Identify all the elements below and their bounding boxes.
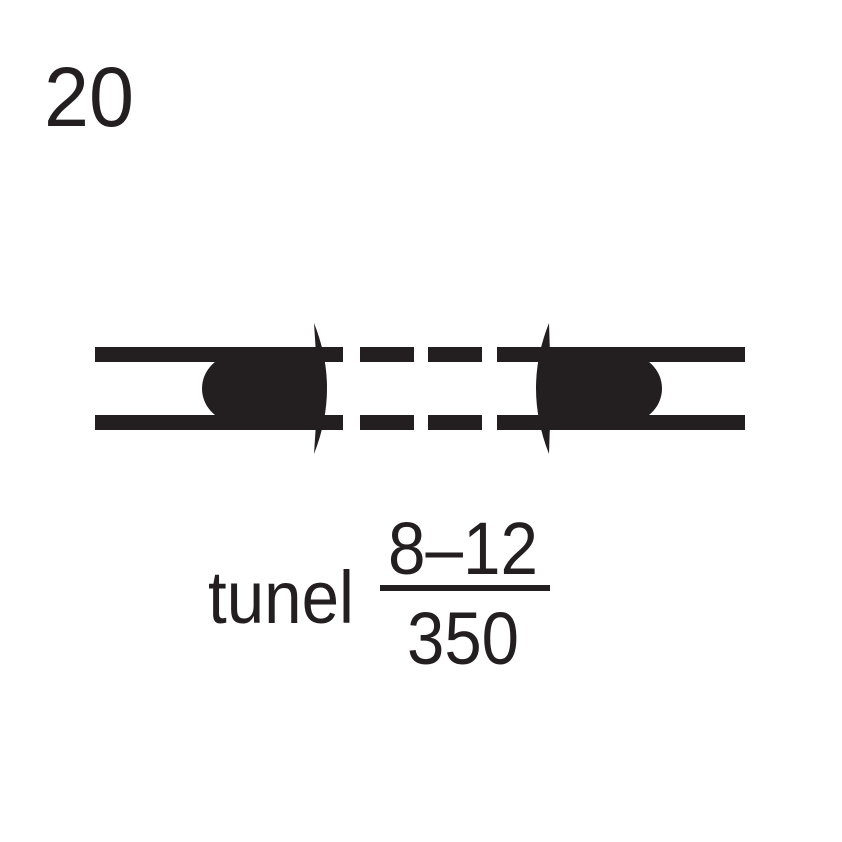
tunnel-dash-top-2 <box>428 347 482 362</box>
tunnel-dash-bottom-2 <box>428 415 482 430</box>
tunnel-dash-bottom-1 <box>360 415 414 430</box>
tunnel-symbol <box>95 323 745 454</box>
left-tunnel-portal <box>202 323 327 454</box>
tunnel-label: tunel <box>208 556 354 639</box>
sign-number: 20 <box>44 50 134 144</box>
fraction-bar <box>380 585 550 591</box>
fraction-denominator: 350 <box>407 597 519 680</box>
right-tunnel-portal <box>536 323 662 454</box>
fraction-numerator: 8–12 <box>388 507 538 590</box>
tunnel-dash-top-1 <box>360 347 414 362</box>
